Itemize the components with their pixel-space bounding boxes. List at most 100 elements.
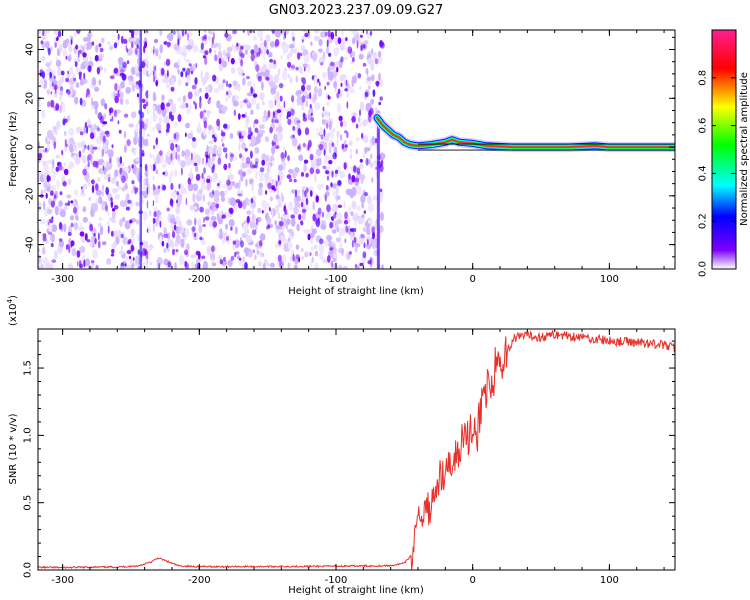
noise-speckle	[284, 30, 287, 39]
noise-speckle	[287, 228, 294, 234]
noise-speckle	[47, 47, 51, 56]
noise-speckle	[141, 98, 146, 104]
noise-speckle	[265, 76, 270, 81]
noise-speckle	[300, 198, 305, 204]
noise-speckle	[351, 200, 357, 210]
noise-speckle	[165, 81, 171, 89]
noise-speckle	[247, 100, 250, 105]
noise-speckle	[204, 216, 210, 221]
noise-speckle	[173, 224, 177, 231]
noise-speckle	[167, 238, 174, 248]
noise-speckle	[223, 163, 228, 171]
noise-speckle	[143, 45, 146, 54]
noise-speckle	[126, 265, 131, 269]
noise-speckle	[98, 43, 102, 48]
noise-speckle	[103, 67, 107, 73]
noise-speckle	[56, 179, 60, 189]
noise-speckle	[170, 216, 176, 225]
noise-speckle	[314, 174, 317, 182]
noise-speckle	[130, 244, 135, 252]
noise-speckle	[237, 201, 243, 209]
noise-speckle	[49, 60, 52, 65]
noise-speckle	[312, 52, 318, 62]
noise-speckle	[78, 71, 83, 77]
noise-speckle	[350, 211, 354, 217]
noise-speckle	[58, 104, 63, 114]
noise-speckle	[47, 101, 50, 108]
noise-speckle	[48, 224, 53, 231]
noise-speckle	[161, 94, 165, 101]
noise-speckle	[315, 195, 319, 203]
noise-speckle	[102, 121, 108, 125]
noise-speckle	[175, 234, 181, 244]
noise-speckle	[181, 150, 185, 158]
noise-speckle	[130, 111, 137, 119]
noise-speckle	[259, 240, 263, 247]
noise-speckle	[250, 135, 256, 145]
noise-speckle	[87, 178, 91, 187]
noise-speckle	[114, 193, 121, 200]
noise-speckle	[97, 222, 102, 228]
noise-speckle	[53, 194, 57, 199]
noise-speckle	[279, 261, 283, 267]
noise-speckle	[304, 251, 309, 258]
noise-speckle	[223, 30, 227, 34]
noise-speckle	[354, 243, 361, 248]
noise-speckle	[106, 161, 110, 172]
noise-speckle	[172, 103, 176, 113]
snr-ylabel: SNR (10 * v/v)	[8, 413, 19, 484]
noise-speckle	[166, 242, 169, 249]
noise-speckle	[227, 56, 230, 62]
noise-speckle	[380, 211, 384, 221]
noise-speckle	[240, 174, 244, 182]
noise-speckle	[136, 44, 139, 49]
noise-speckle	[69, 137, 74, 145]
noise-speckle	[297, 127, 302, 136]
noise-speckle	[371, 226, 376, 234]
noise-speckle	[229, 133, 234, 139]
noise-speckle	[50, 242, 54, 248]
noise-speckle	[215, 203, 220, 209]
noise-speckle	[323, 240, 329, 247]
noise-speckle	[109, 108, 111, 116]
noise-speckle	[358, 53, 364, 60]
noise-speckle	[282, 217, 287, 228]
noise-speckle	[177, 220, 182, 226]
noise-speckle	[356, 185, 362, 195]
noise-speckle	[58, 200, 63, 207]
noise-speckle	[280, 216, 283, 222]
noise-speckle	[323, 141, 328, 150]
noise-speckle	[323, 148, 326, 156]
noise-speckle	[194, 77, 198, 85]
noise-speckle	[277, 254, 282, 263]
noise-speckle	[238, 257, 242, 261]
noise-speckle	[46, 228, 49, 234]
noise-speckle	[254, 254, 257, 260]
noise-speckle	[136, 219, 140, 225]
noise-speckle	[367, 85, 371, 90]
colorbar-label: Normalized spectral amplitude	[739, 72, 750, 226]
noise-speckle	[180, 51, 187, 56]
noise-speckle	[344, 211, 348, 220]
noise-speckle	[62, 118, 66, 126]
noise-speckle	[163, 248, 167, 253]
noise-speckle	[323, 128, 326, 137]
noise-speckle	[102, 135, 106, 143]
noise-speckle	[331, 229, 337, 234]
noise-speckle	[255, 170, 258, 180]
noise-speckle	[182, 189, 188, 195]
noise-speckle	[379, 194, 383, 203]
noise-speckle	[283, 213, 290, 220]
noise-speckle	[340, 121, 343, 127]
noise-speckle	[221, 129, 224, 133]
noise-speckle	[225, 152, 228, 159]
noise-speckle	[242, 129, 247, 138]
noise-speckle	[206, 245, 212, 255]
noise-speckle	[337, 37, 342, 45]
noise-speckle	[263, 39, 267, 48]
noise-speckle	[350, 166, 354, 172]
noise-speckle	[109, 45, 114, 51]
noise-speckle	[126, 48, 133, 56]
noise-speckle	[155, 48, 159, 57]
noise-speckle	[183, 151, 186, 156]
